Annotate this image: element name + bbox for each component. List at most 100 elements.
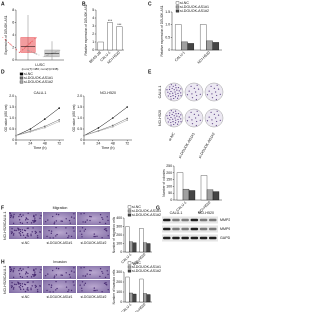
colony xyxy=(175,93,177,95)
line xyxy=(15,121,60,136)
cell xyxy=(101,236,103,239)
cell xyxy=(18,215,20,218)
cell xyxy=(33,268,35,271)
row-label: NCI-H520 xyxy=(3,278,7,294)
y-tick-label: 0 xyxy=(12,138,14,142)
x-tick-label: 0 xyxy=(83,141,85,145)
y-tick-label: 50 xyxy=(168,191,172,195)
colony xyxy=(170,110,172,112)
cell xyxy=(36,235,39,237)
colony xyxy=(186,94,189,96)
cell xyxy=(12,217,14,219)
colony xyxy=(219,119,221,121)
cell-image xyxy=(9,226,42,239)
point xyxy=(58,118,60,121)
bar xyxy=(182,188,190,201)
colony xyxy=(170,121,172,124)
colony xyxy=(180,95,182,97)
cell xyxy=(19,287,21,289)
cell xyxy=(18,219,21,221)
blot-band xyxy=(181,236,189,240)
cell xyxy=(107,273,109,276)
jitter xyxy=(28,50,30,52)
subtitle: (num(T)=486; num(N)=338) xyxy=(22,67,59,71)
cell xyxy=(65,272,67,274)
cell xyxy=(103,282,106,284)
cell xyxy=(67,236,69,239)
legend-label: si-NC xyxy=(180,1,189,5)
bar xyxy=(129,241,133,253)
cell xyxy=(99,221,101,224)
cell xyxy=(24,283,27,286)
x-axis-label: LUSC xyxy=(35,63,45,67)
colony xyxy=(174,91,176,93)
cell xyxy=(22,268,24,270)
y-axis-label: OD value (450 nm) xyxy=(72,105,76,132)
cell xyxy=(83,266,85,269)
bar xyxy=(97,41,104,51)
protein-label: MMP2 xyxy=(220,218,230,222)
significance: *** xyxy=(108,19,113,23)
cell xyxy=(55,213,58,215)
cell xyxy=(19,222,22,224)
colony xyxy=(177,112,180,115)
blot-band xyxy=(163,218,171,222)
column-label: si-DGUOK-AS1#2 xyxy=(198,132,216,159)
cell xyxy=(53,221,56,223)
cell xyxy=(36,289,39,291)
bar xyxy=(206,40,213,51)
blot-band xyxy=(209,218,217,222)
cell xyxy=(21,283,24,285)
colony xyxy=(196,94,198,97)
cell xyxy=(13,267,15,270)
cell xyxy=(24,290,27,293)
cell xyxy=(94,289,96,292)
x-tick-label: 48 xyxy=(43,141,47,145)
legend-swatch xyxy=(19,76,24,80)
cell xyxy=(12,288,15,290)
cell xyxy=(21,285,24,288)
bar xyxy=(139,228,144,253)
cell xyxy=(50,286,53,289)
colony xyxy=(168,114,171,117)
cell xyxy=(93,233,96,235)
cell xyxy=(55,226,57,229)
chart-title: NCI-H520 xyxy=(100,91,116,95)
colony xyxy=(199,93,201,95)
jitter xyxy=(2,37,4,39)
colony xyxy=(213,87,215,89)
point xyxy=(112,117,114,119)
y-axis-label: Number of migration cells xyxy=(112,217,116,254)
column-label: si-DGUOK-AS1#1 xyxy=(47,295,73,299)
y-axis-label: Relative expression of DGUOK-AS1 xyxy=(84,4,88,55)
cell xyxy=(31,285,33,287)
cell xyxy=(69,222,72,224)
legend-label: si-DGUOK-AS1#1 xyxy=(132,209,161,213)
y-axis-label: Expression of DGUOK-AS1 xyxy=(4,15,8,54)
cell xyxy=(19,284,22,287)
cell xyxy=(34,286,37,288)
colony xyxy=(174,96,177,98)
bar xyxy=(176,172,184,201)
cell xyxy=(68,273,71,276)
colony-well xyxy=(184,82,204,102)
cell xyxy=(33,214,35,217)
bar xyxy=(139,278,144,303)
cell xyxy=(82,275,84,277)
colony xyxy=(172,111,174,113)
cell xyxy=(20,288,22,291)
y-tick-label: 4 xyxy=(12,33,14,37)
cell xyxy=(81,290,83,292)
line xyxy=(83,118,128,136)
colony xyxy=(177,86,180,89)
row-label: NCI-H520 xyxy=(158,110,162,126)
cell xyxy=(93,235,95,238)
jitter xyxy=(11,45,13,47)
column-label: si-NC xyxy=(22,295,31,299)
cell xyxy=(105,227,107,230)
x-tick-label: 24 xyxy=(96,141,100,145)
legend-swatch xyxy=(127,265,132,269)
jitter xyxy=(35,53,37,55)
y-tick-label: 5 xyxy=(92,8,94,12)
y-axis-label: Number of colonies xyxy=(162,169,166,197)
